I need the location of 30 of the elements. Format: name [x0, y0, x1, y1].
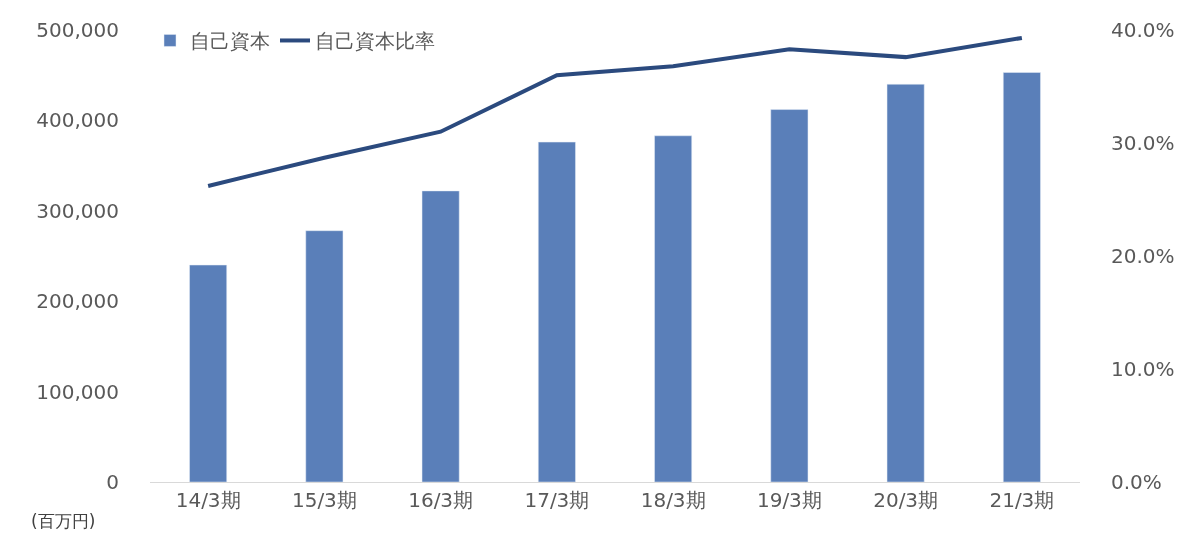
x-tick-label: 20/3期	[873, 488, 939, 512]
bar	[538, 141, 576, 482]
x-tick-label: 18/3期	[640, 488, 706, 512]
y2-tick-label: 40.0%	[1111, 18, 1175, 42]
y-tick-label: 300,000	[36, 198, 119, 223]
y-tick-label: 200,000	[36, 289, 119, 314]
y2-tick-label: 0.0%	[1111, 470, 1162, 494]
x-tick-label: 14/3期	[175, 488, 241, 512]
bar	[189, 264, 227, 482]
legend-label: 自己資本比率	[315, 29, 435, 54]
x-tick-label: 17/3期	[524, 488, 590, 512]
y-tick-label: 400,000	[36, 108, 119, 133]
legend-label: 自己資本	[190, 29, 270, 54]
bar	[1003, 72, 1041, 482]
y2-tick-label: 30.0%	[1111, 131, 1175, 155]
x-tick-label: 16/3期	[408, 488, 474, 512]
bar	[654, 135, 692, 482]
bar	[770, 109, 809, 482]
bar	[305, 230, 344, 482]
y2-tick-label: 20.0%	[1111, 244, 1175, 268]
bar	[886, 83, 925, 482]
y-tick-label: 0	[106, 470, 119, 494]
y-tick-label: 500,000	[36, 18, 119, 42]
x-tick-label: 15/3期	[291, 488, 357, 512]
x-tick-label: 21/3期	[989, 488, 1055, 512]
text: (百万円)	[31, 511, 96, 531]
y-tick-label: 100,000	[36, 379, 119, 404]
y2-tick-label: 10.0%	[1111, 357, 1175, 381]
x-tick-label: 19/3期	[756, 488, 822, 512]
bar	[421, 190, 460, 482]
